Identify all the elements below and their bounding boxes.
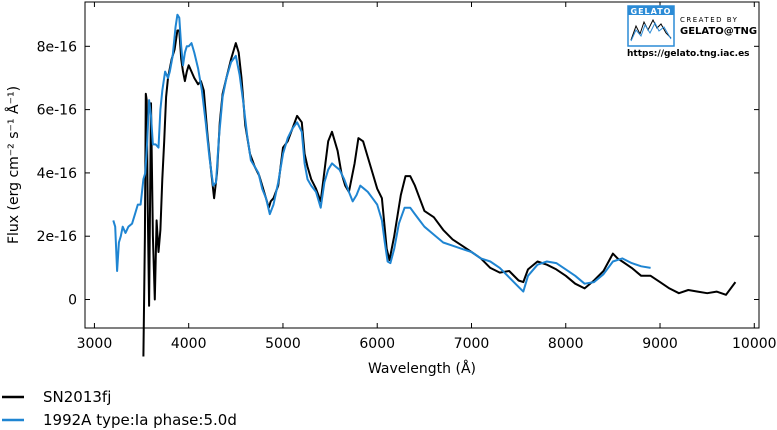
x-tick-label: 8000 (548, 336, 584, 352)
logo-spectrum-icon (630, 18, 672, 41)
logo-badge-text: GELATO (631, 7, 672, 16)
x-tick-label: 7000 (454, 336, 490, 352)
y-tick-label: 4e-16 (37, 166, 77, 182)
x-tick-label: 10000 (732, 336, 777, 352)
series-line-1 (112, 13, 651, 293)
x-tick-label: 6000 (359, 336, 395, 352)
legend-label-sn2013fj: SN2013fj (43, 388, 111, 406)
logo-name: GELATO@TNG (680, 26, 757, 37)
y-axis-label: Flux (erg cm⁻² s⁻¹ Å⁻¹) (5, 86, 22, 244)
logo-url: https://gelato.tng.iac.es (627, 49, 750, 59)
x-axis-label: Wavelength (Å) (368, 360, 476, 377)
legend: SN2013fj 1992A type:Ia phase:5.0d (2, 388, 237, 429)
logo-created-by: CREATED BY (680, 16, 738, 24)
y-tick-label: 2e-16 (37, 229, 77, 245)
x-tick-label: 4000 (171, 336, 207, 352)
plot-area (84, 1, 760, 329)
logo-badge-header (628, 6, 674, 15)
axis-ticks: 3000 4000 5000 6000 7000 8000 9000 10000 0 2e-16 4… (37, 2, 777, 352)
y-tick-label: 0 (68, 293, 77, 309)
y-tick-label: 6e-16 (37, 103, 77, 119)
x-tick-label: 5000 (265, 336, 301, 352)
legend-label-1992a: 1992A type:Ia phase:5.0d (43, 411, 237, 429)
x-tick-label: 9000 (642, 336, 678, 352)
series-line-0 (142, 29, 737, 357)
x-tick-label: 3000 (77, 336, 113, 352)
gelato-logo: GELATO CREATED BY GELATO@TNG https://gel… (627, 5, 757, 59)
series-lines (112, 13, 737, 357)
logo-spectrum-icon-blue (630, 21, 672, 42)
y-tick-label: 8e-16 (37, 39, 77, 55)
